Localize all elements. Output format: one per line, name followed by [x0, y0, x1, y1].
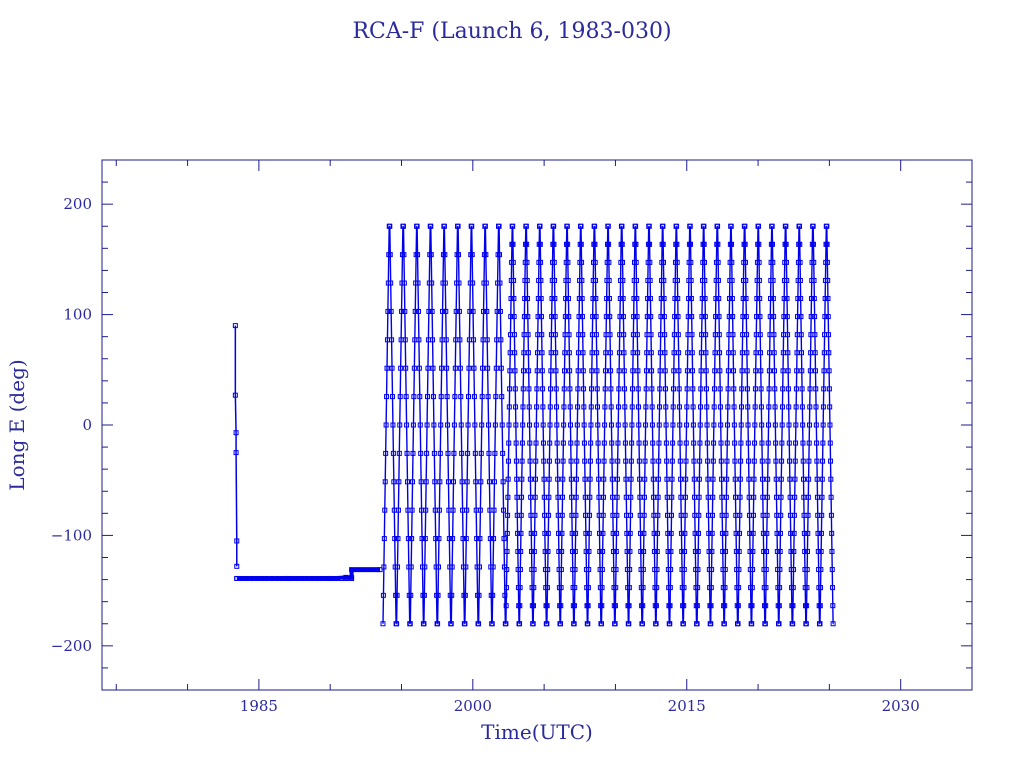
data-point: [359, 567, 365, 573]
data-point: [344, 575, 350, 581]
data-point: [274, 575, 280, 581]
data-point: [259, 575, 265, 581]
data-point: [349, 575, 355, 581]
series-line-drift: [382, 225, 834, 625]
y-axis-label: Long E (deg): [5, 359, 29, 490]
y-tick-label: 100: [63, 306, 92, 324]
data-point: [233, 430, 239, 436]
tick-labels: 1985 2000 2015 2030 −200 −100 0 100 200: [51, 195, 920, 715]
x-axis-label: Time(UTC): [481, 720, 593, 744]
y-tick-label: −200: [51, 637, 92, 655]
data-point: [279, 575, 285, 581]
data-point: [234, 538, 240, 544]
data-point: [369, 567, 375, 573]
x-tick-label: 2000: [454, 697, 492, 715]
data-point: [284, 575, 290, 581]
data-point: [294, 575, 300, 581]
x-tick-label: 2015: [668, 697, 706, 715]
data-point: [374, 567, 380, 573]
data-point: [304, 575, 310, 581]
data-point: [334, 575, 340, 581]
data-point: [329, 575, 335, 581]
data-point: [239, 575, 245, 581]
series-line-orbit-raising: [234, 325, 238, 567]
data-series: [232, 223, 836, 627]
data-point: [364, 567, 370, 573]
axis-ticks: [102, 160, 972, 690]
data-point: [264, 575, 270, 581]
x-tick-label: 1985: [240, 697, 278, 715]
data-point: [349, 567, 355, 573]
data-point: [289, 575, 295, 581]
data-point: [234, 563, 240, 569]
y-tick-label: −100: [51, 526, 92, 544]
data-point: [309, 575, 315, 581]
data-point: [244, 575, 250, 581]
data-point: [232, 323, 238, 329]
data-point: [299, 575, 305, 581]
data-point: [254, 575, 260, 581]
y-tick-label: 0: [82, 416, 92, 434]
data-point: [269, 575, 275, 581]
data-point: [319, 575, 325, 581]
x-tick-label: 2030: [882, 697, 920, 715]
data-point: [314, 575, 320, 581]
y-tick-label: 200: [63, 195, 92, 213]
data-point: [233, 450, 239, 456]
chart-title: RCA-F (Launch 6, 1983-030): [352, 19, 671, 44]
data-point: [339, 575, 345, 581]
data-point: [354, 567, 360, 573]
series-line-station-kept: [236, 567, 381, 581]
data-point: [234, 575, 240, 581]
data-point: [324, 575, 330, 581]
data-point: [249, 575, 255, 581]
data-point: [232, 392, 238, 398]
